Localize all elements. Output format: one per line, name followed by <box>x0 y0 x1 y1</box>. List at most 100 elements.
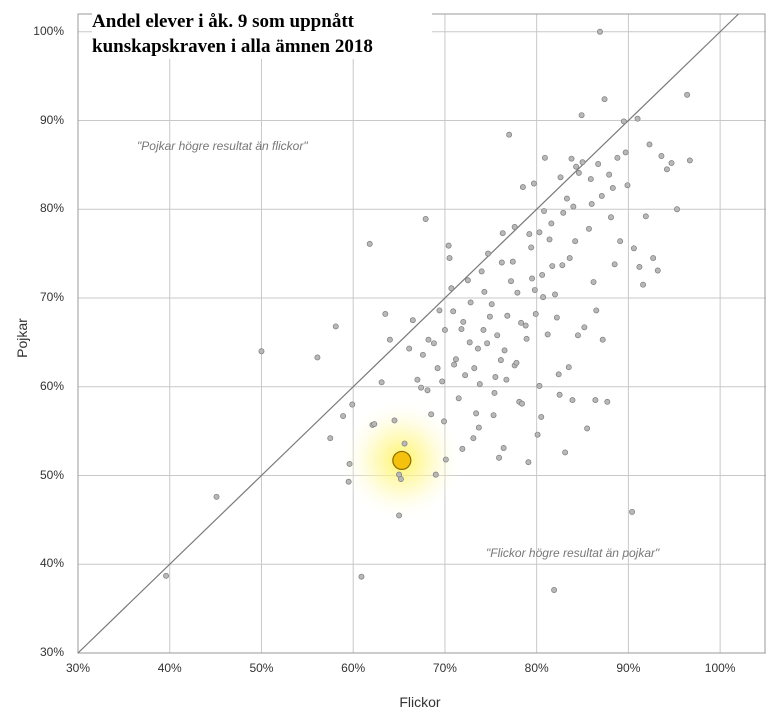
data-point <box>562 449 569 456</box>
data-point <box>476 381 483 388</box>
data-point <box>532 311 539 317</box>
data-point <box>450 308 457 315</box>
data-point <box>536 229 543 236</box>
chart-title-line-1: Andel elever i åk. 9 som uppnått <box>92 11 354 32</box>
data-point <box>436 307 443 314</box>
data-point <box>518 319 525 326</box>
data-point <box>579 159 586 166</box>
data-point <box>497 357 504 364</box>
data-point <box>595 161 602 167</box>
data-point <box>442 456 449 463</box>
data-points <box>163 28 693 593</box>
data-point <box>432 471 439 478</box>
data-point <box>371 421 378 427</box>
data-point <box>349 401 356 408</box>
data-point <box>551 587 558 593</box>
data-point <box>599 336 606 343</box>
data-point <box>536 382 543 389</box>
data-point <box>458 326 465 333</box>
data-point <box>604 398 611 405</box>
data-point <box>593 307 600 314</box>
data-point <box>491 390 498 396</box>
data-point <box>401 440 408 447</box>
data-point <box>636 263 643 270</box>
data-point <box>534 431 541 438</box>
x-tick-label: 30% <box>65 661 91 675</box>
data-point <box>345 478 352 485</box>
data-point <box>587 176 594 183</box>
data-point <box>511 224 518 230</box>
data-point <box>327 435 334 442</box>
data-point <box>455 395 462 402</box>
y-tick-label: 100% <box>33 23 64 38</box>
data-point <box>499 230 506 237</box>
data-point <box>213 493 220 500</box>
data-point <box>462 372 469 379</box>
data-point <box>484 340 491 347</box>
data-point <box>609 184 616 191</box>
data-point <box>574 332 581 339</box>
data-point <box>475 424 482 431</box>
data-point <box>544 331 551 338</box>
data-point <box>503 376 510 383</box>
data-point <box>448 285 455 292</box>
data-point <box>494 332 501 339</box>
data-point <box>573 163 580 170</box>
data-point <box>617 238 624 245</box>
data-point <box>314 354 321 361</box>
data-point <box>575 169 582 176</box>
data-point <box>397 476 404 482</box>
y-tick-label: 70% <box>39 290 64 304</box>
data-point <box>504 312 511 319</box>
data-point <box>668 160 675 167</box>
annotation-girls-higher: "Flickor högre resultat än pojkar" <box>486 546 660 560</box>
data-point <box>501 347 508 354</box>
data-point <box>430 340 437 347</box>
gridlines <box>77 13 766 654</box>
data-point <box>523 335 530 342</box>
reference-line <box>77 13 739 654</box>
data-point <box>586 225 592 232</box>
data-point <box>418 384 425 391</box>
chart-title: Andel elever i åk. 9 som uppnått kunskap… <box>92 9 432 59</box>
data-point <box>658 153 665 159</box>
data-point <box>386 336 393 343</box>
data-point <box>445 242 452 249</box>
data-point <box>552 291 558 298</box>
data-point <box>674 206 680 213</box>
data-point <box>522 322 529 329</box>
data-point <box>650 255 657 262</box>
data-point <box>409 317 416 324</box>
data-point <box>553 314 560 321</box>
data-point <box>470 435 477 442</box>
highlight-point-group <box>392 450 412 471</box>
data-point <box>622 149 629 156</box>
data-point <box>640 281 647 288</box>
data-point <box>441 327 448 333</box>
data-point <box>396 512 403 519</box>
y-tick-label: 30% <box>39 645 64 659</box>
data-point <box>646 141 653 148</box>
data-point <box>581 324 588 331</box>
data-point <box>526 231 533 238</box>
y-tick-label: 90% <box>39 112 64 127</box>
data-point <box>446 255 453 262</box>
y-tick-label: 80% <box>39 201 64 216</box>
data-point <box>606 171 613 178</box>
data-point <box>473 410 480 417</box>
data-point <box>559 262 566 269</box>
data-point <box>467 299 474 306</box>
data-point <box>570 203 577 210</box>
data-point <box>566 255 573 262</box>
data-point <box>490 412 497 419</box>
data-point <box>366 240 373 247</box>
data-point <box>539 271 546 278</box>
data-point <box>459 445 466 452</box>
data-point <box>439 378 446 385</box>
x-tick-label: 70% <box>432 661 457 675</box>
data-point <box>509 258 516 265</box>
data-point <box>601 96 608 103</box>
x-tick-label: 80% <box>524 661 549 675</box>
data-point <box>555 371 562 378</box>
